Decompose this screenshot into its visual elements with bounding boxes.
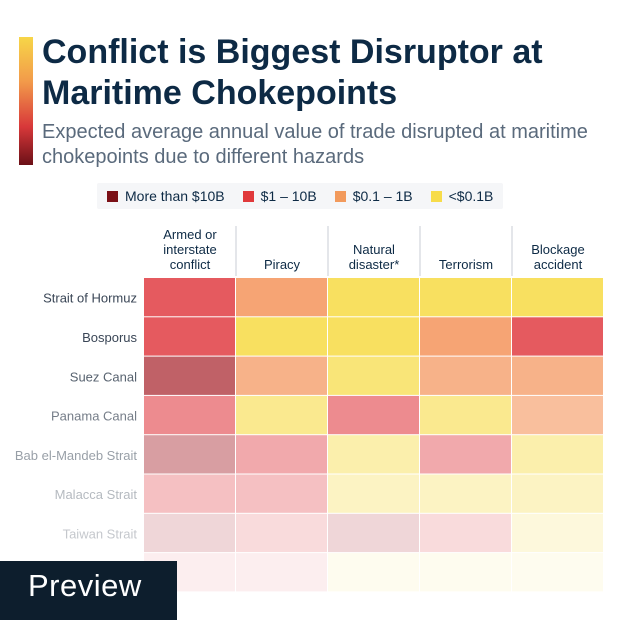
heatmap-cell [328,356,419,395]
heatmap-cell [420,395,511,435]
heatmap-cell [144,356,235,395]
legend-swatch [334,190,346,202]
column-header-label: accident [534,257,583,272]
heatmap-cell [236,513,327,553]
heatmap-cell [144,395,235,435]
row-label: Malacca Strait [55,487,138,502]
row-label: Strait of Hormuz [43,291,137,306]
heatmap-cell [512,317,603,356]
legend-label: $1 – 10B [260,188,317,204]
row-label: Bosporus [82,330,137,345]
chart-title: Conflict is Biggest Disruptor at Maritim… [42,33,543,112]
chart-subtitle: Expected average annual value of trade d… [42,121,588,168]
heatmap-cell [420,356,511,395]
preview-label: Preview [28,568,142,603]
heatmap-cell [420,474,511,513]
heatmap-cell [236,435,327,474]
heatmap-cell [328,278,419,317]
heatmap-cell [512,513,603,553]
heatmap-cell [236,553,327,592]
legend-item-over-10b: More than $10B [107,188,225,204]
heatmap-cell [328,513,419,553]
heatmap-cell [328,395,419,435]
column-header-label: Piracy [264,257,301,272]
heatmap-cell [420,553,511,592]
heatmap-cell [236,317,327,356]
title-accent-bar [19,37,33,165]
heatmap-cell [328,474,419,513]
heatmap-cell [236,356,327,395]
heatmap-cell [144,278,235,317]
heatmap-cell [512,356,603,395]
heatmap-cell [512,435,603,474]
legend-label: $0.1 – 1B [352,188,413,204]
legend-label: More than $10B [125,188,225,204]
column-header-label: Natural [353,242,395,257]
column-header-label: conflict [170,257,211,272]
heatmap-cell [512,553,603,592]
column-header-label: interstate [163,242,216,257]
heatmap-cell [144,474,235,513]
heatmap-cell [236,278,327,317]
heatmap-cell [144,317,235,356]
heatmap-cell [420,513,511,553]
heatmap-cell [512,474,603,513]
heatmap-cell [328,553,419,592]
heatmap-cell [512,278,603,317]
legend: More than $10B $1 – 10B $0.1 – 1B <$0.1B [97,183,504,209]
column-header-label: Terrorism [439,257,493,272]
heatmap-cell [236,474,327,513]
heatmap-cell [420,435,511,474]
heatmap-cell [236,395,327,435]
heatmap-cell [144,513,235,553]
legend-label: <$0.1B [448,188,494,204]
legend-item-under-0-1b: <$0.1B [430,188,494,204]
column-header-label: disaster* [349,257,400,272]
row-label: Taiwan Strait [63,526,138,541]
legend-swatch [242,190,254,202]
row-label: Panama Canal [51,409,137,424]
legend-item-0-1-1b: $0.1 – 1B [334,188,413,204]
legend-item-1-10b: $1 – 10B [242,188,317,204]
heatmap-cell [512,395,603,435]
row-label: Suez Canal [70,369,137,384]
legend-swatch [107,190,118,202]
column-header-label: Blockage [531,242,584,257]
column-header-label: Armed or [163,227,217,242]
heatmap-cell [144,435,235,474]
preview-badge [0,561,177,620]
heatmap-cell [420,317,511,356]
legend-swatch [430,190,442,202]
heatmap-cell [420,278,511,317]
heatmap-cell [328,435,419,474]
heatmap-cell [328,317,419,356]
row-label: Bab el-Mandeb Strait [15,448,138,463]
